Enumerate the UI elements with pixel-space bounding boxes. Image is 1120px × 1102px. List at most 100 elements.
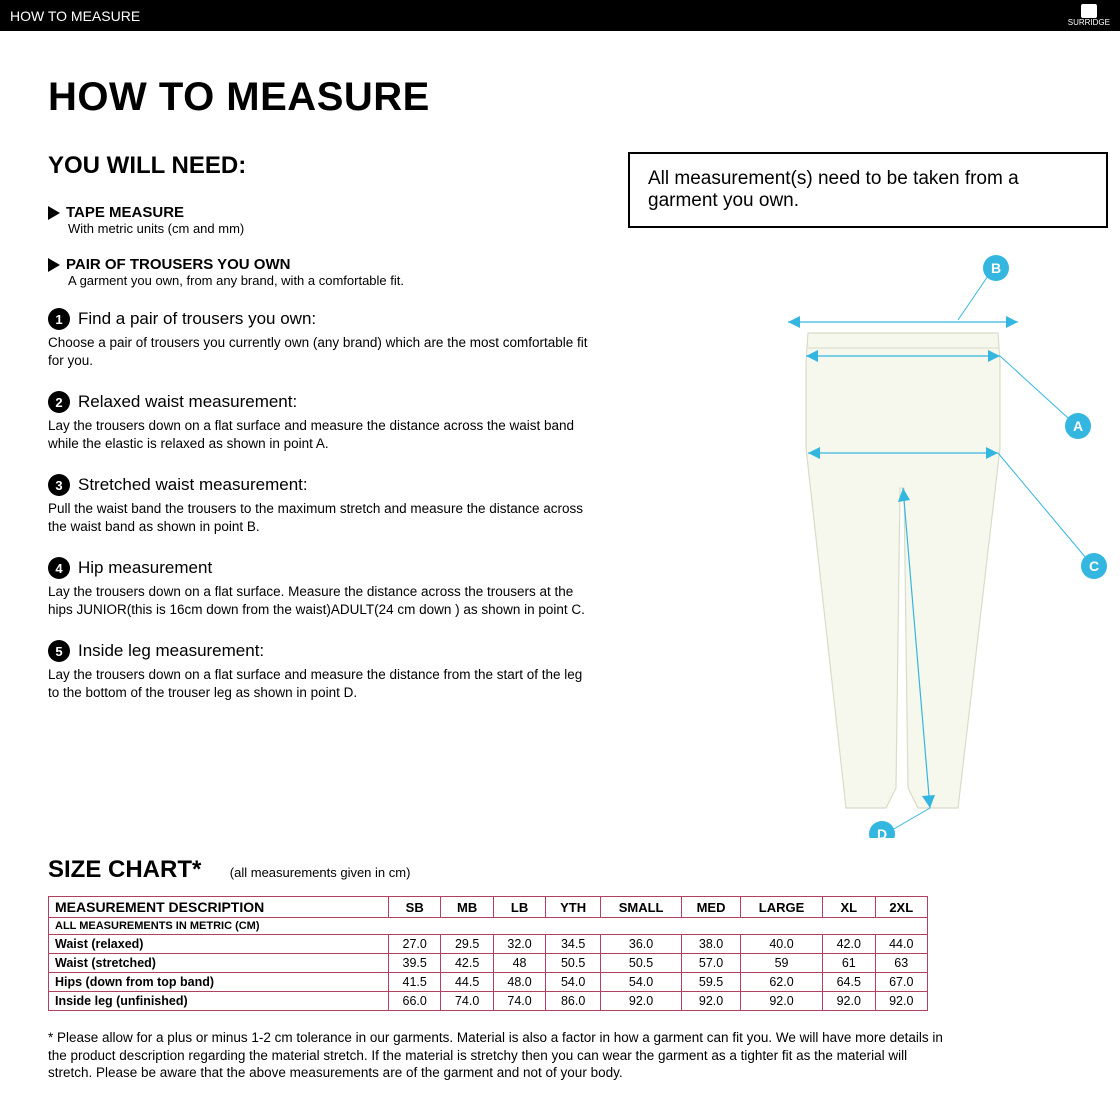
leader-a [1000, 356, 1068, 418]
cell: 41.5 [389, 973, 441, 992]
col-header: LARGE [740, 897, 822, 918]
cell: 74.0 [441, 992, 493, 1011]
cell: 66.0 [389, 992, 441, 1011]
cell: 92.0 [682, 992, 741, 1011]
size-table-body: ALL MEASUREMENTS IN METRIC (CM) Waist (r… [49, 918, 928, 1011]
label-b: B [991, 260, 1001, 276]
page: HOW TO MEASURE YOU WILL NEED: TAPE MEASU… [0, 31, 1120, 1102]
cell: 50.5 [601, 954, 682, 973]
note-box: All measurement(s) need to be taken from… [628, 152, 1108, 228]
cell: 39.5 [389, 954, 441, 973]
metric-row: ALL MEASUREMENTS IN METRIC (CM) [49, 918, 928, 935]
table-row: Inside leg (unfinished) 66.0 74.0 74.0 8… [49, 992, 928, 1011]
cell: 54.0 [546, 973, 601, 992]
cell: 62.0 [740, 973, 822, 992]
row-label: Waist (stretched) [49, 954, 389, 973]
cell: 44.5 [441, 973, 493, 992]
cell: 36.0 [601, 935, 682, 954]
cell: 48.0 [493, 973, 545, 992]
step-body: Choose a pair of trousers you currently … [48, 334, 588, 369]
cell: 54.0 [601, 973, 682, 992]
right-column: All measurement(s) need to be taken from… [628, 152, 1108, 838]
step-title: Stretched waist measurement: [78, 475, 308, 495]
cell: 27.0 [389, 935, 441, 954]
col-header: MB [441, 897, 493, 918]
cell: 59.5 [682, 973, 741, 992]
table-header-row: MEASUREMENT DESCRIPTION SB MB LB YTH SMA… [49, 897, 928, 918]
trouser-diagram: B A C [628, 248, 1108, 838]
step-head: 3 Stretched waist measurement: [48, 474, 588, 496]
step-title: Find a pair of trousers you own: [78, 309, 316, 329]
table-row: Hips (down from top band) 41.5 44.5 48.0… [49, 973, 928, 992]
cell: 29.5 [441, 935, 493, 954]
need-item: TAPE MEASURE With metric units (cm and m… [48, 204, 588, 236]
need-heading: YOU WILL NEED: [48, 152, 588, 180]
col-header: SMALL [601, 897, 682, 918]
size-table: MEASUREMENT DESCRIPTION SB MB LB YTH SMA… [48, 896, 928, 1011]
cell: 86.0 [546, 992, 601, 1011]
cell: 63 [875, 954, 928, 973]
metric-cell: ALL MEASUREMENTS IN METRIC (CM) [49, 918, 928, 935]
step-body: Pull the waist band the trousers to the … [48, 500, 588, 535]
cell: 74.0 [493, 992, 545, 1011]
label-a: A [1073, 418, 1083, 434]
cell: 64.5 [823, 973, 875, 992]
step-head: 2 Relaxed waist measurement: [48, 391, 588, 413]
col-header: LB [493, 897, 545, 918]
step: 5 Inside leg measurement: Lay the trouse… [48, 640, 588, 701]
leader-c [998, 453, 1086, 558]
cell: 42.0 [823, 935, 875, 954]
step-number: 4 [48, 557, 70, 579]
cell: 38.0 [682, 935, 741, 954]
need-sub: A garment you own, from any brand, with … [68, 273, 588, 288]
need-label-text: TAPE MEASURE [66, 204, 184, 221]
content: YOU WILL NEED: TAPE MEASURE With metric … [48, 152, 1072, 838]
cell: 32.0 [493, 935, 545, 954]
trouser-shape [806, 333, 1000, 808]
need-label-text: PAIR OF TROUSERS YOU OWN [66, 256, 290, 273]
row-label: Waist (relaxed) [49, 935, 389, 954]
cell: 92.0 [823, 992, 875, 1011]
cell: 50.5 [546, 954, 601, 973]
step-head: 4 Hip measurement [48, 557, 588, 579]
col-header: 2XL [875, 897, 928, 918]
step-number: 3 [48, 474, 70, 496]
need-item: PAIR OF TROUSERS YOU OWN A garment you o… [48, 256, 588, 288]
cell: 92.0 [740, 992, 822, 1011]
cell: 59 [740, 954, 822, 973]
col-header: YTH [546, 897, 601, 918]
size-table-head: MEASUREMENT DESCRIPTION SB MB LB YTH SMA… [49, 897, 928, 918]
arrow-b-head-right [1006, 316, 1018, 328]
step-title: Relaxed waist measurement: [78, 392, 297, 412]
step-body: Lay the trousers down on a flat surface … [48, 666, 588, 701]
step: 2 Relaxed waist measurement: Lay the tro… [48, 391, 588, 452]
brand-logo: SURRIDGE [1068, 4, 1110, 27]
chart-title: SIZE CHART* [48, 856, 201, 884]
cell: 92.0 [875, 992, 928, 1011]
desc-header: MEASUREMENT DESCRIPTION [49, 897, 389, 918]
size-chart-section: SIZE CHART* (all measurements given in c… [48, 856, 1072, 1082]
step: 3 Stretched waist measurement: Pull the … [48, 474, 588, 535]
need-sub: With metric units (cm and mm) [68, 221, 588, 236]
cell: 40.0 [740, 935, 822, 954]
page-title: HOW TO MEASURE [48, 75, 1072, 120]
step-head: 5 Inside leg measurement: [48, 640, 588, 662]
step-title: Hip measurement [78, 558, 212, 578]
step: 4 Hip measurement Lay the trousers down … [48, 557, 588, 618]
leader-b [958, 276, 988, 320]
cell: 44.0 [875, 935, 928, 954]
brand-icon [1081, 4, 1097, 18]
row-label: Hips (down from top band) [49, 973, 389, 992]
row-label: Inside leg (unfinished) [49, 992, 389, 1011]
cell: 57.0 [682, 954, 741, 973]
step-body: Lay the trousers down on a flat surface.… [48, 583, 588, 618]
step-body: Lay the trousers down on a flat surface … [48, 417, 588, 452]
brand-text: SURRIDGE [1068, 19, 1110, 27]
cell: 67.0 [875, 973, 928, 992]
col-header: XL [823, 897, 875, 918]
top-bar: HOW TO MEASURE SURRIDGE [0, 0, 1120, 31]
need-label: PAIR OF TROUSERS YOU OWN [48, 256, 588, 273]
triangle-icon [48, 206, 60, 220]
step: 1 Find a pair of trousers you own: Choos… [48, 308, 588, 369]
cell: 34.5 [546, 935, 601, 954]
